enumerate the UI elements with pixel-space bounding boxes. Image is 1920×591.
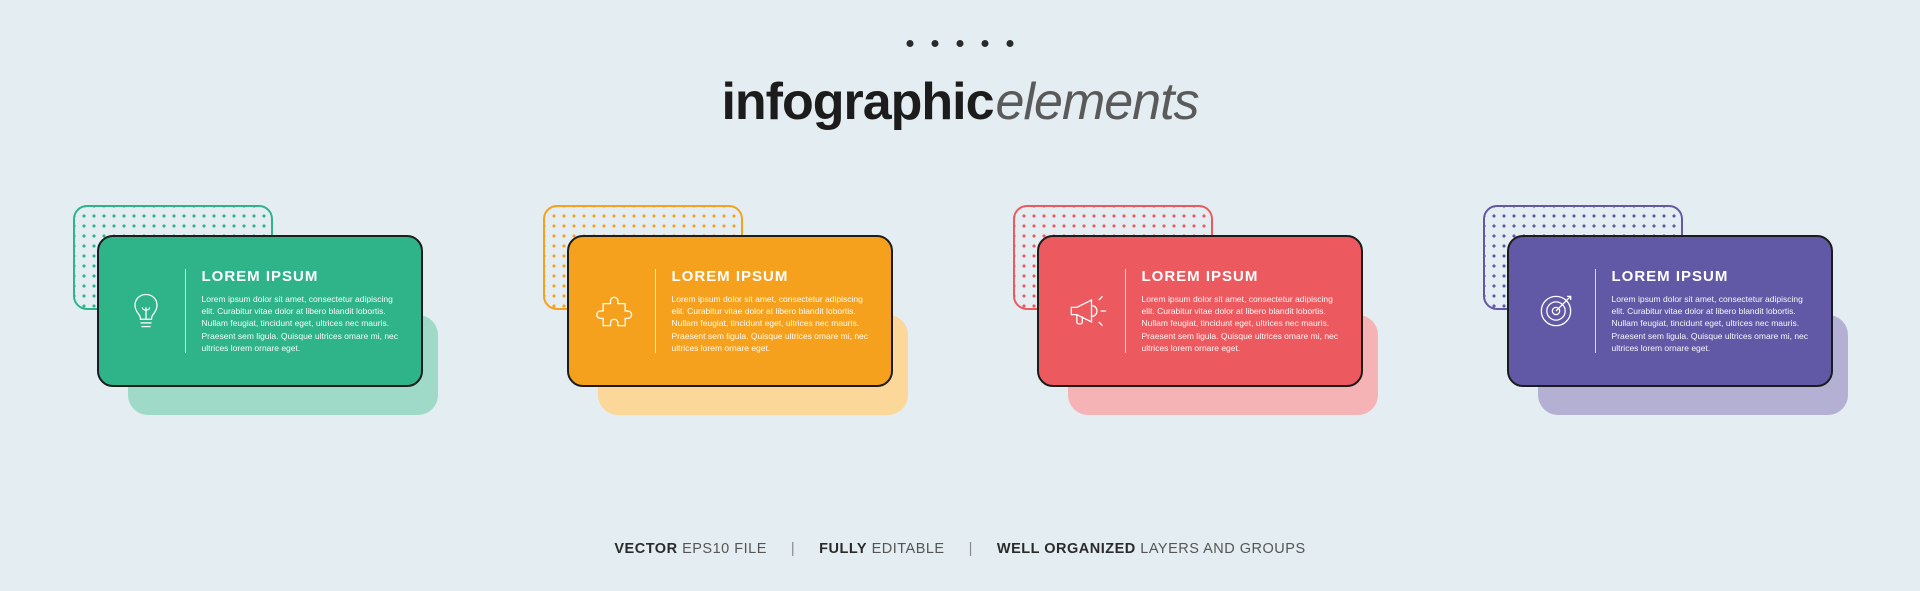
card-panel: LOREM IPSUM Lorem ipsum dolor sit amet, c…: [1507, 235, 1833, 387]
cards-row: LOREM IPSUM Lorem ipsum dolor sit amet, c…: [0, 205, 1920, 415]
footer-item-light: EDITABLE: [867, 541, 945, 557]
info-card: LOREM IPSUM Lorem ipsum dolor sit amet, c…: [1013, 205, 1378, 415]
footer-item: FULLY EDITABLE: [819, 541, 944, 557]
card-text: LOREM IPSUM Lorem ipsum dolor sit amet, c…: [672, 268, 871, 355]
card-text: LOREM IPSUM Lorem ipsum dolor sit amet, c…: [1142, 268, 1341, 355]
card-divider: [1125, 269, 1126, 353]
card-divider: [1595, 269, 1596, 353]
card-title: LOREM IPSUM: [202, 268, 401, 285]
header-dot: [1007, 40, 1014, 47]
header-dot: [957, 40, 964, 47]
info-card: LOREM IPSUM Lorem ipsum dolor sit amet, c…: [1483, 205, 1848, 415]
footer-item-bold: WELL ORGANIZED: [997, 541, 1136, 557]
card-divider: [655, 269, 656, 353]
card-divider: [185, 269, 186, 353]
puzzle-icon: [587, 289, 645, 333]
card-title: LOREM IPSUM: [1612, 268, 1811, 285]
megaphone-icon: [1057, 289, 1115, 333]
target-icon: [1527, 289, 1585, 333]
header-dots: [907, 40, 1014, 47]
header-dot: [982, 40, 989, 47]
header-dot: [932, 40, 939, 47]
card-body: Lorem ipsum dolor sit amet, consectetur …: [1142, 293, 1341, 355]
footer-item: WELL ORGANIZED LAYERS AND GROUPS: [997, 541, 1306, 557]
footer-item-bold: VECTOR: [614, 541, 677, 557]
title-light: elements: [996, 73, 1199, 131]
footer-separator: |: [969, 541, 973, 557]
info-card: LOREM IPSUM Lorem ipsum dolor sit amet, c…: [543, 205, 908, 415]
lightbulb-icon: [117, 289, 175, 333]
card-body: Lorem ipsum dolor sit amet, consectetur …: [672, 293, 871, 355]
info-card: LOREM IPSUM Lorem ipsum dolor sit amet, c…: [73, 205, 438, 415]
footer-separator: |: [791, 541, 795, 557]
footer-item-light: LAYERS AND GROUPS: [1136, 541, 1306, 557]
card-text: LOREM IPSUM Lorem ipsum dolor sit amet, c…: [202, 268, 401, 355]
footer-item-light: EPS10 FILE: [678, 541, 767, 557]
card-text: LOREM IPSUM Lorem ipsum dolor sit amet, c…: [1612, 268, 1811, 355]
card-body: Lorem ipsum dolor sit amet, consectetur …: [202, 293, 401, 355]
footer-features: VECTOR EPS10 FILE | FULLY EDITABLE | WELL OR…: [614, 541, 1305, 557]
title-bold: infographic: [721, 73, 993, 131]
card-body: Lorem ipsum dolor sit amet, consectetur …: [1612, 293, 1811, 355]
card-title: LOREM IPSUM: [1142, 268, 1341, 285]
footer-item-bold: FULLY: [819, 541, 867, 557]
card-panel: LOREM IPSUM Lorem ipsum dolor sit amet, c…: [567, 235, 893, 387]
header-dot: [907, 40, 914, 47]
card-title: LOREM IPSUM: [672, 268, 871, 285]
card-panel: LOREM IPSUM Lorem ipsum dolor sit amet, c…: [97, 235, 423, 387]
footer-item: VECTOR EPS10 FILE: [614, 541, 767, 557]
card-panel: LOREM IPSUM Lorem ipsum dolor sit amet, c…: [1037, 235, 1363, 387]
page-title: infographicelements: [721, 72, 1198, 132]
